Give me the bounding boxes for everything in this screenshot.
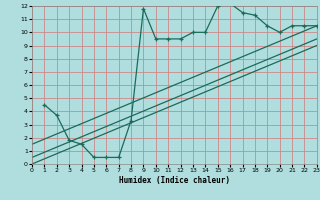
X-axis label: Humidex (Indice chaleur): Humidex (Indice chaleur) <box>119 176 230 185</box>
